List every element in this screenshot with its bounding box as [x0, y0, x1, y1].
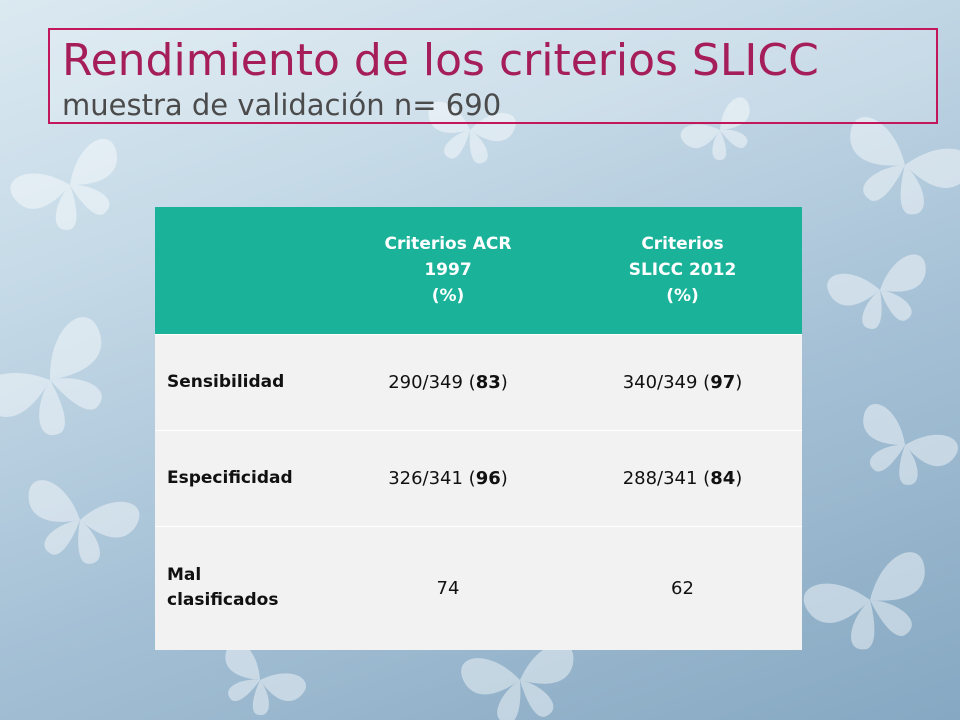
- butterfly-icon: [799, 547, 945, 664]
- header-acr-1997: Criterios ACR 1997 (%): [333, 207, 563, 334]
- header-line: 1997: [424, 260, 472, 281]
- butterfly-icon: [844, 400, 960, 499]
- value-fraction: 340/349 (: [622, 371, 711, 393]
- header-line: (%): [666, 286, 699, 307]
- row-label-line: Mal: [167, 565, 202, 586]
- title-box: Rendimiento de los criterios SLICC muest…: [48, 28, 938, 124]
- slide-title: Rendimiento de los criterios SLICC: [62, 35, 819, 86]
- butterfly-icon: [206, 638, 310, 720]
- value-percent: 96: [475, 467, 501, 489]
- row-label: Sensibilidad: [155, 333, 333, 430]
- butterfly-icon: [6, 134, 139, 246]
- header-line: SLICC 2012: [628, 260, 737, 281]
- row-label-line: clasificados: [167, 590, 279, 611]
- value-percent: 97: [710, 371, 736, 393]
- header-line: (%): [431, 286, 465, 307]
- header-line: Criterios ACR: [384, 234, 512, 255]
- butterfly-icon: [824, 251, 938, 338]
- row-label: Mal clasificados: [155, 525, 333, 650]
- value-fraction: 288/341 (: [622, 467, 711, 489]
- butterfly-icon: [0, 310, 136, 461]
- value-fraction: 290/349 (: [388, 371, 476, 393]
- criteria-table: Criterios ACR 1997 (%) Criterios SLICC 2…: [155, 207, 802, 650]
- value-percent: 83: [475, 371, 501, 393]
- value-percent: 84: [710, 467, 736, 489]
- value-close: ): [735, 467, 743, 489]
- slicc-especificidad-value: 288/341 (84): [563, 429, 802, 526]
- row-label: Especificidad: [155, 429, 333, 526]
- value-close: ): [735, 371, 743, 393]
- slicc-mal-clasificados-value: 62: [563, 525, 802, 650]
- value-fraction: 326/341 (: [388, 467, 476, 489]
- slicc-sensibilidad-value: 340/349 (97): [563, 333, 802, 430]
- value-close: ): [500, 371, 508, 393]
- value-close: ): [500, 467, 508, 489]
- table-header-row: Criterios ACR 1997 (%) Criterios SLICC 2…: [155, 207, 802, 334]
- header-empty-cell: [155, 207, 333, 334]
- acr-mal-clasificados-value: 74: [333, 525, 563, 650]
- table-row-sensibilidad: Sensibilidad 290/349 (83) 340/349 (97): [155, 333, 802, 430]
- table-row-especificidad: Especificidad 326/341 (96) 288/341 (84): [155, 429, 802, 526]
- table-row-mal-clasificados: Mal clasificados 74 62: [155, 525, 802, 650]
- header-slicc-2012: Criterios SLICC 2012 (%): [563, 207, 802, 334]
- slide-subtitle: muestra de validación n= 690: [62, 88, 502, 122]
- butterfly-icon: [14, 477, 143, 574]
- acr-sensibilidad-value: 290/349 (83): [333, 333, 563, 430]
- acr-especificidad-value: 326/341 (96): [333, 429, 563, 526]
- butterfly-icon: [459, 641, 583, 720]
- header-line: Criterios: [641, 234, 724, 255]
- butterfly-icon: [830, 112, 960, 229]
